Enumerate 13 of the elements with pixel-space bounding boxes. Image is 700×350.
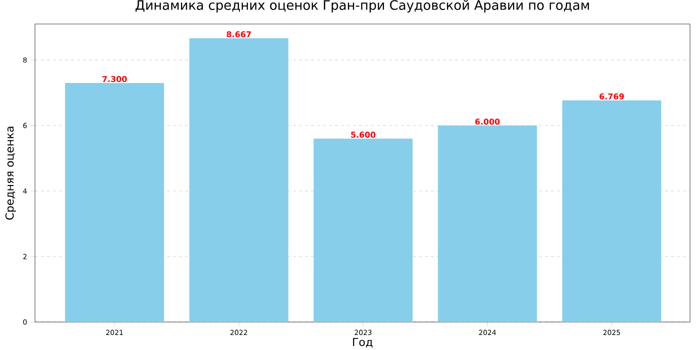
bar xyxy=(189,38,288,322)
data-label: 8.667 xyxy=(226,31,251,38)
bar xyxy=(438,126,537,322)
chart-title: Динамика средних оценок Гран-при Саудовской Аравии по годам xyxy=(136,0,589,12)
data-label: 7.300 xyxy=(102,76,127,82)
x-axis-title: Год xyxy=(353,338,372,348)
data-label: 6.769 xyxy=(600,93,624,100)
data-label: 5.600 xyxy=(351,132,376,138)
data-label: 6.000 xyxy=(475,118,500,125)
bar xyxy=(562,100,662,322)
y-axis-title: Средняя оценка xyxy=(5,126,16,220)
bar xyxy=(65,82,164,322)
bar xyxy=(314,138,413,322)
